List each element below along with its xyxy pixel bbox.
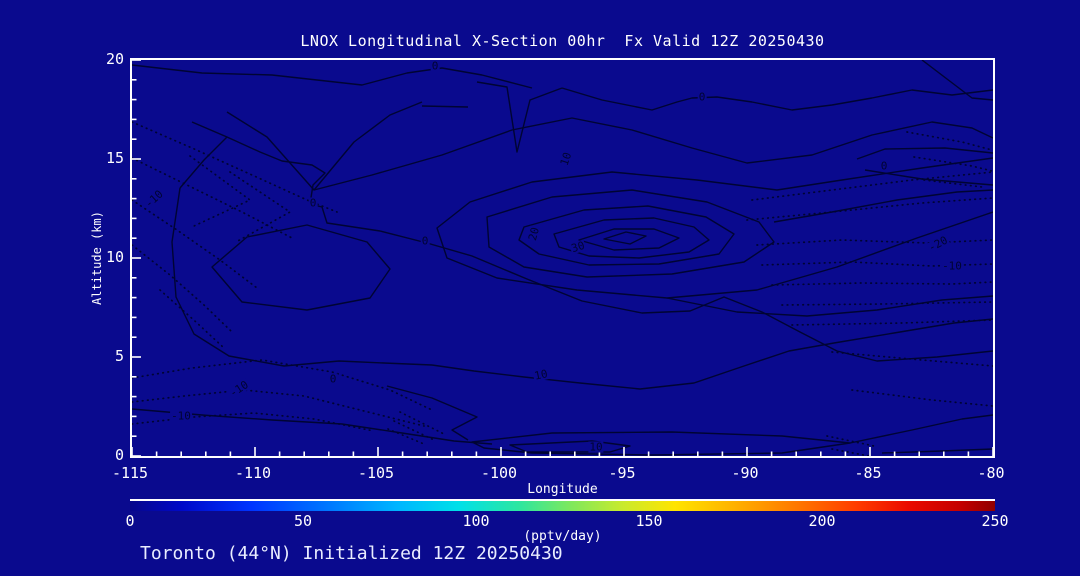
x-tick-label: -95 [608, 464, 636, 482]
colorbar-tick-label: 200 [808, 512, 836, 530]
contour-label: -10 [941, 259, 963, 273]
contour-label: 0 [328, 372, 338, 386]
contour-label: 0 [420, 234, 430, 248]
y-tick-label: 10 [105, 248, 124, 266]
colorbar-tick-label: 50 [293, 512, 313, 530]
colorbar-units-label: (pptv/day) [523, 529, 602, 544]
colorbar-tick-label: 0 [125, 512, 135, 530]
x-tick-label: -100 [480, 464, 518, 482]
x-tick-label: -105 [357, 464, 395, 482]
x-tick-label: -110 [234, 464, 272, 482]
x-axis-label: Longitude [527, 482, 598, 497]
plot-area: 0 0 0 10 0 0 -10 20 30 -20 -10 0 -10 -10 10 10 [130, 58, 995, 458]
x-tick-label: -80 [977, 464, 1005, 482]
contour-label: -10 [170, 409, 192, 423]
colorbar-tick-label: 250 [981, 512, 1009, 530]
contour-label: 10 [532, 367, 550, 383]
contour-label: 0 [879, 159, 889, 173]
y-tick-label: 5 [114, 347, 124, 365]
run-annotation: Toronto (44°N) Initialized 12Z 20250430 [140, 543, 563, 564]
contour-label: 10 [588, 440, 604, 454]
y-tick-label: 20 [105, 50, 124, 68]
chart-title: LNOX Longitudinal X-Section 00hr Fx Vali… [300, 32, 825, 50]
x-tick-label: -90 [731, 464, 759, 482]
y-tick-label: 15 [105, 149, 124, 167]
colorbar-tick-label: 100 [462, 512, 490, 530]
colorbar-tick-label: 150 [635, 512, 663, 530]
axis-ticks [132, 60, 993, 456]
contour-label: 0 [430, 59, 440, 73]
x-tick-label: -115 [111, 464, 149, 482]
contour-label: 0 [697, 90, 707, 104]
y-tick-label: 0 [114, 446, 124, 464]
contour-canvas [132, 60, 993, 456]
contour-label: 0 [308, 196, 318, 210]
colorbar [130, 499, 995, 511]
x-tick-label: -85 [854, 464, 882, 482]
